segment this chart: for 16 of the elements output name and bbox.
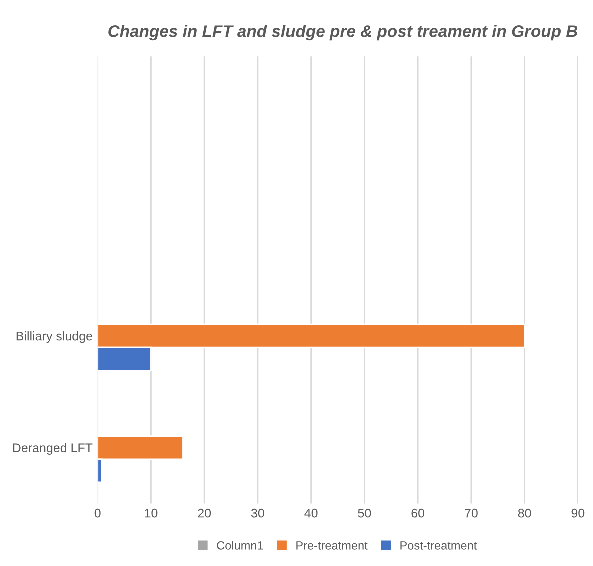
x-tick-label: 70 bbox=[465, 508, 478, 518]
x-tick-label: 10 bbox=[145, 508, 158, 518]
y-tick-label: Deranged LFT bbox=[13, 443, 93, 455]
x-tick-label: 40 bbox=[304, 508, 318, 518]
legend-label: Post-treatment bbox=[400, 542, 478, 550]
chart-title: Changes in LFT and sludge pre & post treament in Group B bbox=[108, 25, 578, 41]
x-tick-label: 60 bbox=[412, 508, 425, 518]
x-tick-label: 20 bbox=[198, 508, 212, 518]
x-tick-label: 30 bbox=[251, 508, 264, 518]
legend-label: Column1 bbox=[217, 541, 264, 550]
x-tick-label: 80 bbox=[518, 508, 532, 518]
legend-label: Pre-treatment bbox=[296, 542, 368, 550]
x-tick-label: 50 bbox=[358, 508, 372, 518]
x-tick-label: 0 bbox=[94, 508, 101, 518]
x-tick-label: 90 bbox=[572, 508, 585, 518]
y-tick-label: Billiary sludge bbox=[16, 332, 92, 344]
